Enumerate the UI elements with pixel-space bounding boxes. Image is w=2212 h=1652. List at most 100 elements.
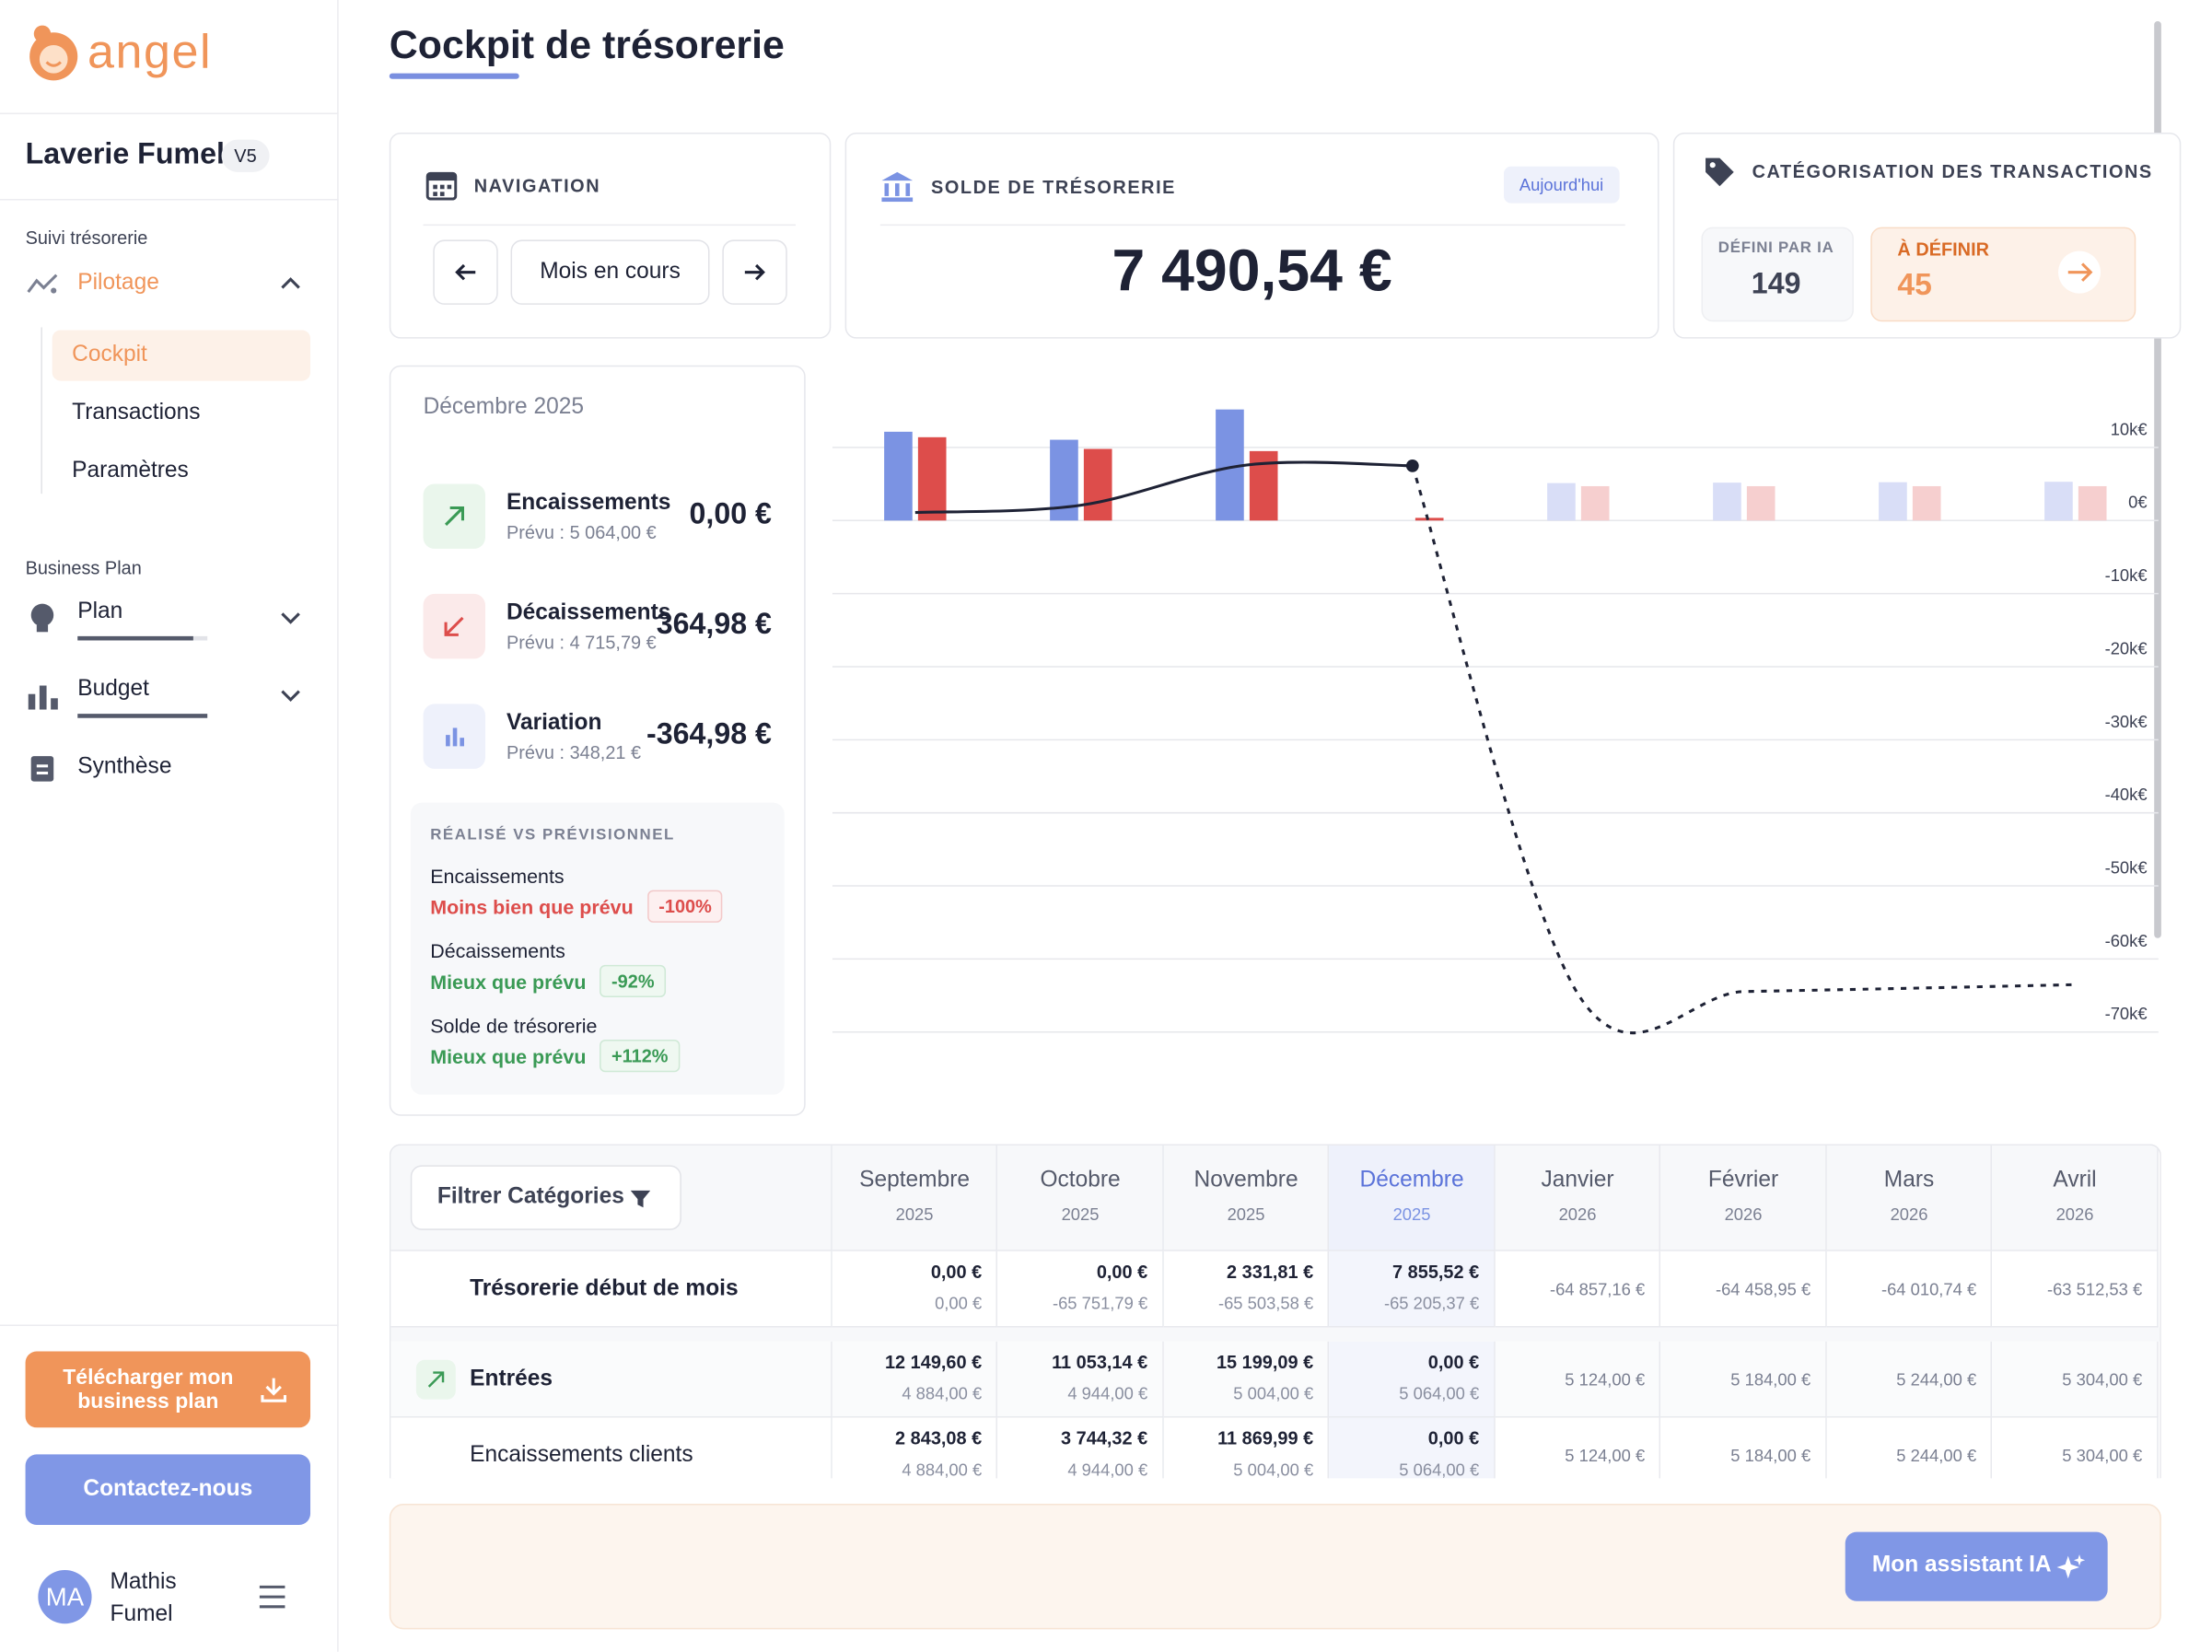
value-cell [1495, 1341, 1661, 1418]
value-main: 15 199,09 € [1216, 1351, 1314, 1373]
menu-icon[interactable] [258, 1584, 286, 1610]
value-forecast: 5 304,00 € [2062, 1369, 2143, 1390]
todo-count[interactable]: 45 [1897, 266, 1932, 302]
value-forecast: 4 884,00 € [902, 1460, 983, 1479]
summary-icon-glyph [444, 616, 464, 636]
value-forecast: 5 304,00 € [2062, 1446, 2143, 1466]
section-label: Business Plan [25, 557, 142, 579]
header-cell [1163, 1145, 1330, 1251]
chevron-up[interactable] [279, 273, 302, 290]
nav-cockpit[interactable]: Cockpit [72, 343, 147, 367]
bar [1713, 483, 1741, 521]
todo-arrow[interactable] [2057, 250, 2102, 295]
column-year: 2026 [2055, 1204, 2094, 1225]
bank-icon [881, 171, 914, 203]
calendar-icon [425, 171, 458, 201]
download-label[interactable]: Télécharger mon business plan [63, 1365, 234, 1414]
todo-label[interactable]: À DÉFINIR [1897, 238, 1989, 260]
value-cell [1495, 1251, 1661, 1328]
value-cell [997, 1341, 1164, 1418]
next-button[interactable] [722, 239, 787, 305]
summary-icon-glyph [446, 727, 464, 747]
value-forecast: -64 010,74 € [1880, 1279, 1977, 1299]
budget-icon [28, 685, 58, 710]
navigation-card [389, 132, 832, 339]
column-year: 2026 [1724, 1204, 1763, 1225]
bar [1580, 485, 1610, 521]
progress-fill [77, 714, 208, 718]
logo-text: angel [87, 25, 213, 79]
value-cell [832, 1341, 998, 1418]
chevron-down[interactable] [279, 610, 302, 626]
current-month-button[interactable]: Mois en cours [510, 239, 710, 305]
nav-budget[interactable]: Budget [77, 677, 149, 702]
sparkle-icon[interactable] [2056, 1553, 2086, 1582]
value-forecast: -64 458,95 € [1715, 1279, 1811, 1299]
download-button[interactable] [25, 1351, 311, 1428]
summary-icon [423, 704, 485, 769]
y-tick-label: -40k€ [2105, 785, 2148, 804]
arrow-right[interactable] [743, 262, 766, 282]
nav-pilotage[interactable]: Pilotage [77, 271, 159, 296]
value-forecast: 4 884,00 € [902, 1383, 983, 1404]
column-year: 2026 [1890, 1204, 1928, 1225]
row-label: Encaissements clients [470, 1443, 693, 1468]
column-year: 2025 [1392, 1204, 1431, 1225]
download-icon[interactable] [260, 1376, 288, 1404]
value-cell [1826, 1417, 1993, 1479]
filter-icon[interactable] [630, 1189, 651, 1216]
filter-glyph[interactable] [630, 1189, 651, 1208]
value-cell [1660, 1417, 1827, 1479]
balance-amount: 7 490,54 € [1112, 237, 1392, 304]
value-main: 3 744,32 € [1061, 1427, 1148, 1449]
filter-button[interactable] [410, 1165, 681, 1230]
contact-button[interactable]: Contactez-nous [25, 1454, 311, 1525]
entrees-glyph [427, 1371, 445, 1388]
value-forecast: -63 512,53 € [2046, 1279, 2143, 1299]
value-cell [1329, 1417, 1496, 1479]
nav-synthese[interactable]: Synthèse [77, 754, 172, 779]
column-month: Mars [1883, 1168, 1935, 1192]
comparison-delta: -100% [646, 890, 724, 923]
row-label-cell [390, 1341, 832, 1418]
value-main: 11 053,14 € [1052, 1351, 1148, 1373]
value-forecast: 5 064,00 € [1399, 1383, 1480, 1404]
card-title: NAVIGATION [473, 174, 601, 196]
value-cell [1826, 1251, 1993, 1328]
filter-label[interactable]: Filtrer Catégories [437, 1184, 624, 1209]
bar [1415, 518, 1444, 521]
nav-transactions[interactable]: Transactions [72, 401, 201, 425]
comparison-status: Mieux que prévu [430, 970, 587, 994]
bar [1746, 485, 1775, 521]
active-bg [52, 330, 311, 381]
comparison-label: Décaissements [430, 939, 565, 962]
nav-parametres[interactable]: Paramètres [72, 458, 189, 483]
value-forecast: 5 064,00 € [1399, 1460, 1480, 1479]
value-main: 0,00 € [1427, 1351, 1480, 1373]
entrees-icon [415, 1359, 456, 1400]
chevron-down[interactable] [279, 687, 302, 704]
value-main: 0,00 € [930, 1261, 983, 1283]
prev-button[interactable] [433, 239, 498, 305]
divider [0, 112, 339, 115]
comparison-delta: -92% [600, 964, 666, 998]
value-forecast: 5 184,00 € [1730, 1369, 1811, 1390]
assistant-label[interactable]: Mon assistant IA [1871, 1553, 2052, 1577]
avatar[interactable]: MA [38, 1570, 92, 1624]
value-forecast: -65 205,37 € [1383, 1293, 1480, 1314]
month-label: Décembre 2025 [423, 394, 584, 419]
card-title: SOLDE DE TRÉSORERIE [931, 176, 1176, 198]
divider [879, 224, 1625, 227]
balance-card [844, 132, 1659, 339]
scrollbar[interactable] [2154, 20, 2161, 938]
value-main: 2 843,08 € [895, 1427, 983, 1449]
column-month: Décembre [1359, 1168, 1464, 1192]
nav-plan[interactable]: Plan [77, 599, 123, 624]
bar [2044, 482, 2073, 521]
bar [2078, 485, 2107, 521]
value-forecast: 5 124,00 € [1565, 1446, 1646, 1466]
bar [1083, 448, 1112, 521]
arrow-left[interactable] [454, 262, 477, 282]
header-cell [1660, 1145, 1827, 1251]
sidebar [0, 0, 339, 1652]
